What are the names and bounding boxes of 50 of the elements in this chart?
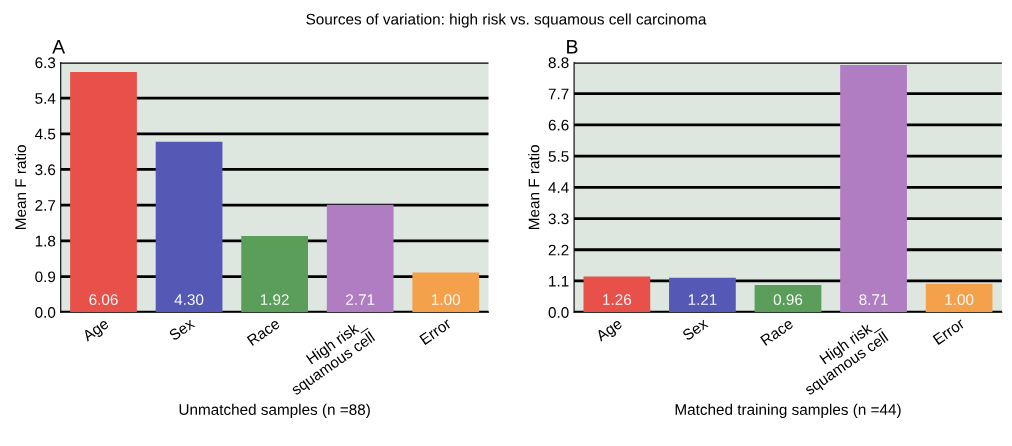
data-label: 1.00 — [945, 294, 974, 306]
x-tick-label: Race — [246, 317, 281, 346]
text: B — [567, 40, 578, 54]
x-tick-label: Age — [594, 317, 625, 345]
bar — [70, 71, 137, 313]
data-label: 8.71 — [859, 294, 888, 306]
bar — [241, 236, 308, 313]
bar — [669, 277, 736, 313]
x-tick-label: Sex — [168, 317, 196, 341]
y-tick-label: 4.5 — [34, 128, 56, 140]
y-tick-label: 6.3 — [35, 57, 56, 69]
data-label: 1.92 — [260, 294, 289, 306]
y-axis-title: Mean F ratio — [528, 145, 540, 229]
data-label: 1.00 — [432, 294, 461, 306]
bar — [840, 64, 907, 313]
data-label: 6.06 — [89, 294, 118, 306]
bar — [754, 284, 822, 313]
bar — [412, 272, 480, 313]
y-axis-title: Mean F ratio — [14, 145, 27, 229]
y-tick-label: 2.2 — [548, 244, 569, 256]
y-tick-label: 1.8 — [35, 235, 56, 247]
text: A — [52, 40, 66, 54]
data-label: 1.26 — [603, 294, 632, 306]
y-tick-label: 6.6 — [548, 119, 569, 131]
data-label: 0.96 — [773, 294, 803, 306]
y-tick-label: 7.7 — [548, 88, 569, 100]
chart-title: Sources of variation: high risk vs. squamous cell carcinoma — [306, 13, 707, 28]
y-tick-label: 3.6 — [35, 164, 56, 176]
data-label: 1.21 — [688, 294, 717, 305]
y-tick-label: 1.1 — [549, 276, 569, 287]
x-axis-title: Matched training samples (n =44) — [675, 403, 901, 419]
y-tick-label: 0.0 — [548, 307, 569, 318]
y-tick-label: 0.9 — [35, 271, 56, 283]
y-tick-label: 3.3 — [548, 213, 569, 225]
x-tick-label: Sex — [681, 317, 709, 341]
y-tick-label: 8.8 — [548, 57, 569, 69]
y-tick-label: 2.7 — [35, 200, 56, 211]
bar — [583, 276, 651, 313]
x-axis-title: Unmatched samples (n =88) — [179, 403, 370, 419]
bar — [155, 141, 223, 313]
bar — [326, 204, 394, 313]
x-tick-label: Race — [760, 317, 794, 346]
y-tick-label: 0.0 — [35, 307, 56, 318]
data-label: 4.30 — [174, 294, 204, 306]
y-tick-label: 5.4 — [35, 93, 56, 104]
y-tick-label: 4.4 — [548, 182, 569, 193]
bar — [925, 283, 993, 313]
data-label: 2.71 — [346, 294, 375, 305]
y-tick-label: 5.5 — [548, 151, 569, 162]
x-tick-label: Age — [81, 317, 112, 345]
